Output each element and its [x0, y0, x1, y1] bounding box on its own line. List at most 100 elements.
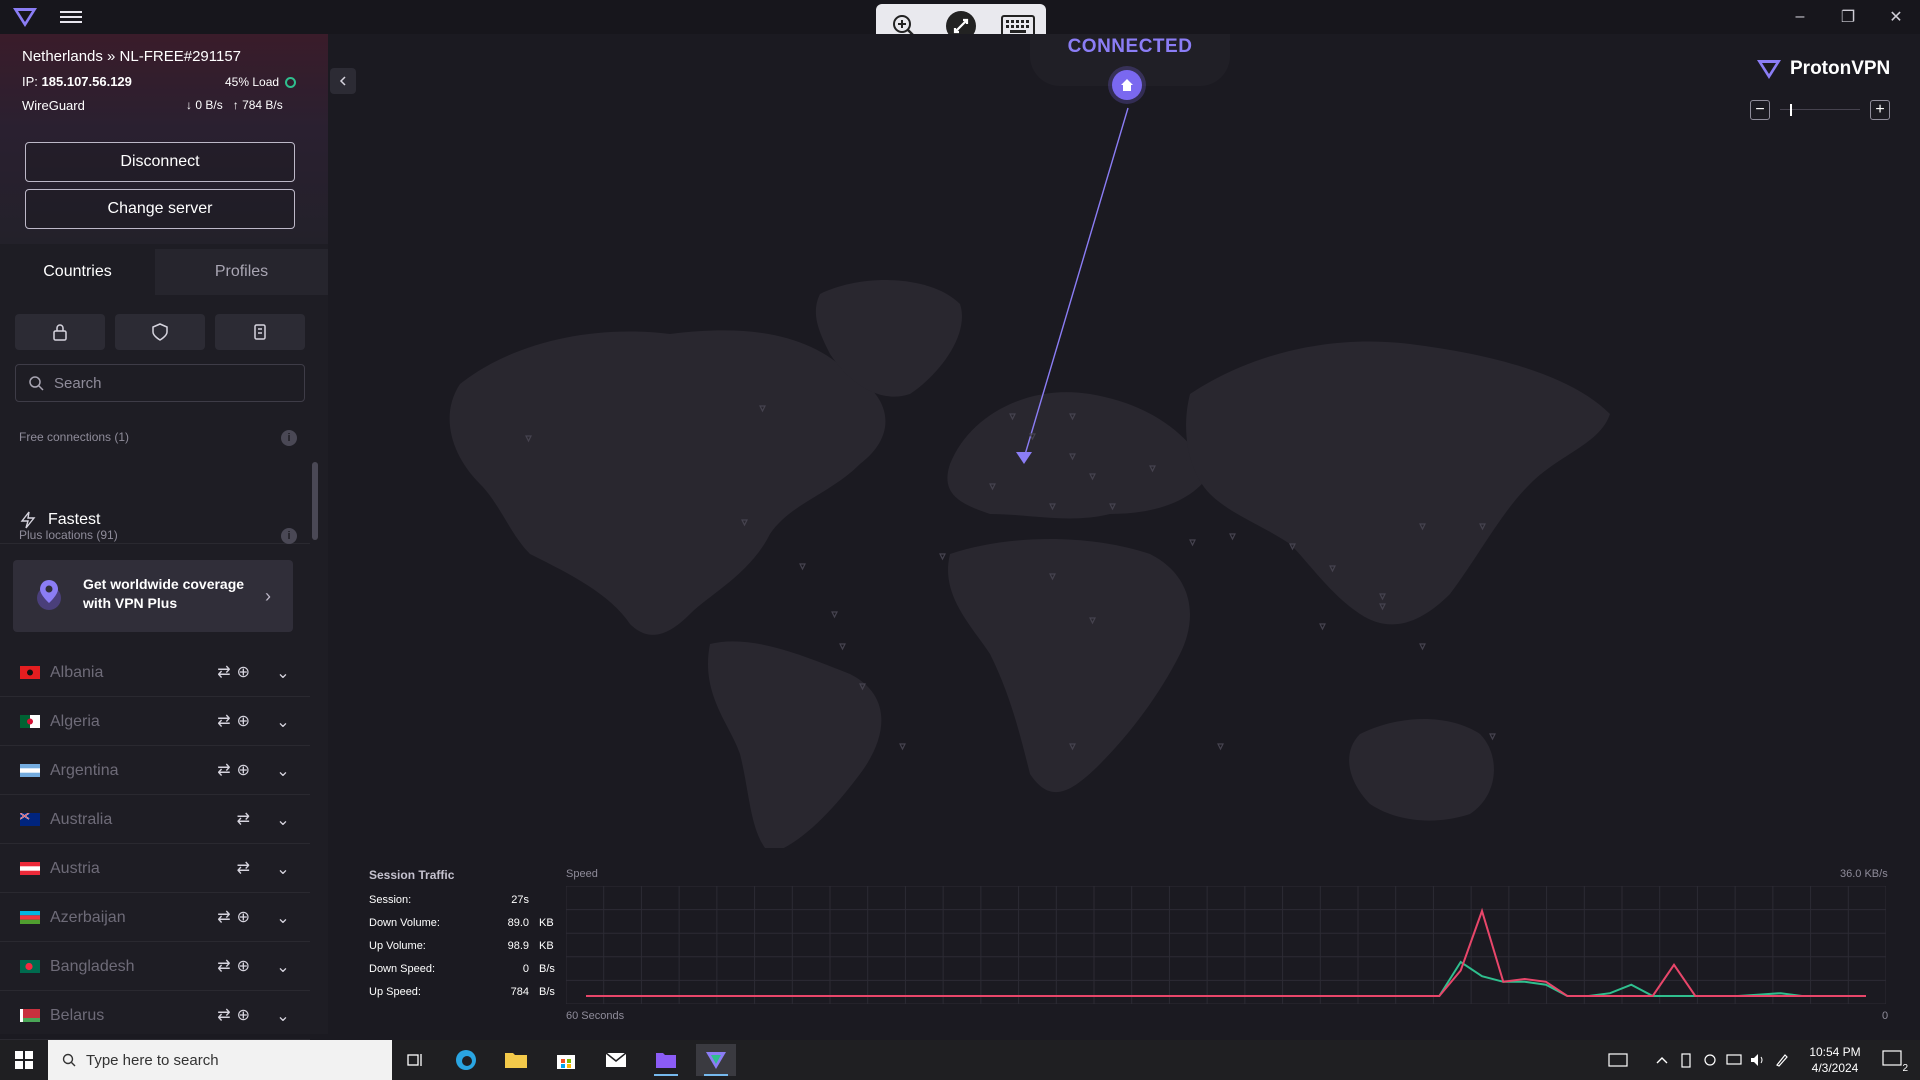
upsell-banner[interactable]: Get worldwide coverage with VPN Plus ›	[13, 560, 293, 632]
pen-icon[interactable]	[1772, 1050, 1792, 1070]
secure-core-filter-button[interactable]	[15, 314, 105, 350]
minimize-button[interactable]: –	[1795, 8, 1805, 25]
row-value: 89.0	[507, 917, 529, 929]
windows-start-icon[interactable]	[4, 1044, 44, 1076]
traffic-title: Session Traffic	[369, 868, 455, 882]
chevron-up-icon[interactable]	[1652, 1050, 1672, 1070]
search-field[interactable]	[15, 364, 305, 402]
tor-globe-icon: ⊕	[236, 713, 250, 730]
clock-date: 4/3/2024	[1811, 1061, 1859, 1075]
p2p-icon: ⇄	[217, 909, 231, 926]
keyboard-tray-icon[interactable]	[1608, 1050, 1628, 1070]
search-input[interactable]	[54, 374, 284, 392]
expand-chevron-icon[interactable]: ⌄	[276, 812, 290, 829]
active-app-indicator	[704, 1074, 728, 1076]
connection-status: CONNECTED	[1067, 36, 1193, 57]
country-row-bangladesh[interactable]: Bangladesh ⇄ ⊕ ⌄	[0, 942, 310, 991]
info-icon[interactable]: i	[281, 528, 297, 544]
row-unit: B/s	[539, 963, 555, 975]
taskbar: Type here to search 10:54 PM 4/3/2024 2	[0, 1040, 1920, 1080]
bolt-icon	[20, 511, 36, 528]
albania-flag-icon	[20, 666, 40, 679]
brand: ProtonVPN	[1756, 58, 1890, 80]
country-row-austria[interactable]: Austria ⇄ ⌄	[0, 844, 310, 893]
ip-value: 185.107.56.129	[41, 74, 132, 89]
battery-icon[interactable]	[1676, 1050, 1696, 1070]
expand-chevron-icon[interactable]: ⌄	[276, 959, 290, 976]
home-location-icon[interactable]	[1112, 70, 1142, 100]
collapse-sidebar-button[interactable]	[330, 68, 356, 94]
country-row-argentina[interactable]: Argentina ⇄ ⊕ ⌄	[0, 746, 310, 795]
store-icon[interactable]	[546, 1044, 586, 1076]
folder-app-icon[interactable]	[646, 1044, 686, 1076]
streaming-filter-button[interactable]	[215, 314, 305, 350]
brand-name: ProtonVPN	[1790, 58, 1891, 79]
volume-icon[interactable]	[1748, 1050, 1768, 1070]
expand-chevron-icon[interactable]: ⌄	[276, 910, 290, 927]
task-view-icon[interactable]	[396, 1044, 436, 1076]
connection-header: Netherlands » NL-FREE#291157 IP: 185.107…	[0, 34, 328, 244]
speed-series-1	[586, 907, 1866, 997]
zoom-slider-thumb[interactable]	[1790, 104, 1792, 116]
p2p-icon: ⇄	[217, 1007, 231, 1024]
free-connections-label: Free connections (1)	[19, 430, 130, 444]
fastest-server-item[interactable]: Fastest	[0, 496, 310, 544]
taskbar-clock[interactable]: 10:54 PM 4/3/2024	[1800, 1044, 1870, 1076]
expand-chevron-icon[interactable]: ⌄	[276, 763, 290, 780]
tab-profiles[interactable]: Profiles	[155, 249, 328, 295]
country-row-belarus[interactable]: Belarus ⇄ ⊕ ⌄	[0, 991, 310, 1040]
search-icon	[62, 1053, 76, 1067]
expand-chevron-icon[interactable]: ⌄	[276, 1008, 290, 1025]
zoom-in-button[interactable]: +	[1870, 100, 1890, 120]
row-unit: KB	[539, 940, 554, 952]
chevron-right-icon: ›	[265, 586, 271, 606]
expand-chevron-icon[interactable]: ⌄	[276, 861, 290, 878]
protonvpn-logo-icon	[12, 6, 38, 28]
expand-chevron-icon[interactable]: ⌄	[276, 714, 290, 731]
usb-icon[interactable]	[1700, 1050, 1720, 1070]
country-row-azerbaijan[interactable]: Azerbaijan ⇄ ⊕ ⌄	[0, 893, 310, 942]
row-unit: B/s	[539, 986, 555, 998]
protonvpn-taskbar-icon[interactable]	[696, 1044, 736, 1076]
country-name: Albania	[50, 664, 104, 681]
algeria-flag-icon	[20, 715, 40, 728]
zoom-out-button[interactable]: −	[1750, 100, 1770, 120]
edge-icon[interactable]	[446, 1044, 486, 1076]
world-map[interactable]	[330, 34, 1920, 854]
close-button[interactable]: ✕	[1889, 9, 1903, 26]
netshield-filter-button[interactable]	[115, 314, 205, 350]
ip-label: IP:	[22, 74, 38, 89]
taskbar-search[interactable]: Type here to search	[48, 1040, 392, 1080]
country-list: Albania ⇄ ⊕ ⌄ Algeria ⇄ ⊕ ⌄ Argentina ⇄ ⊕ ⌄…	[0, 648, 310, 1040]
country-row-australia[interactable]: Australia ⇄ ⌄	[0, 795, 310, 844]
remote-control-icon[interactable]	[942, 8, 980, 44]
server-load: 45% Load	[225, 75, 297, 89]
country-name: Argentina	[50, 762, 119, 779]
network-icon[interactable]	[1724, 1050, 1744, 1070]
up-speed: 784 B/s	[242, 98, 283, 112]
expand-chevron-icon[interactable]: ⌄	[276, 665, 290, 682]
map-zoom-control: − +	[1750, 100, 1890, 120]
sidebar-scrollbar[interactable]	[312, 462, 318, 540]
disconnect-button[interactable]: Disconnect	[25, 142, 295, 182]
notification-count: 2	[1902, 1063, 1908, 1074]
down-speed: 0 B/s	[195, 98, 223, 112]
tab-countries[interactable]: Countries	[0, 249, 155, 295]
change-server-button[interactable]: Change server	[25, 189, 295, 229]
session-traffic-panel: Session Traffic Session: 27s Down Volume:…	[360, 860, 1890, 1030]
notification-center-icon[interactable]: 2	[1878, 1050, 1908, 1074]
speed-series-0	[586, 960, 1866, 997]
restore-button[interactable]: ❐	[1840, 9, 1856, 26]
clock-time: 10:54 PM	[1809, 1045, 1861, 1059]
country-row-albania[interactable]: Albania ⇄ ⊕ ⌄	[0, 648, 310, 697]
connection-ip: IP: 185.107.56.129	[22, 74, 132, 89]
p2p-icon: ⇄	[217, 713, 231, 730]
menu-icon[interactable]	[60, 8, 82, 26]
mail-icon[interactable]	[596, 1044, 636, 1076]
argentina-flag-icon	[20, 764, 40, 777]
file-explorer-icon[interactable]	[496, 1044, 536, 1076]
info-icon[interactable]: i	[281, 430, 297, 446]
zoom-track[interactable]	[1780, 109, 1860, 110]
belarus-flag-icon	[20, 1009, 40, 1022]
country-row-algeria[interactable]: Algeria ⇄ ⊕ ⌄	[0, 697, 310, 746]
